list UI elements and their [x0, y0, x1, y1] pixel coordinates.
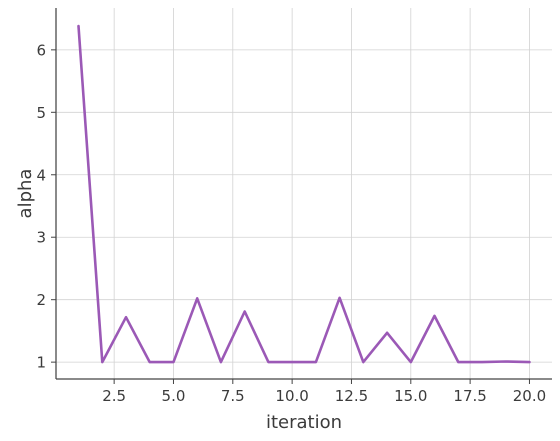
x-tick-label: 5.0	[162, 387, 186, 405]
y-axis-ticks: 1 2 3 4 5 6	[36, 41, 56, 372]
x-axis-ticks: 2.5 5.0 7.5 10.0 12.5 15.0 17.5 20.0	[102, 379, 546, 405]
series-line-0	[77, 24, 531, 364]
x-tick-label: 7.5	[221, 387, 245, 405]
y-tick-label: 3	[36, 229, 46, 247]
x-tick-label: 10.0	[275, 387, 308, 405]
y-tick-label: 2	[36, 291, 46, 309]
x-tick-label: 17.5	[453, 387, 486, 405]
series-group	[77, 24, 531, 364]
axes	[55, 8, 552, 380]
x-axis-title: iteration	[266, 412, 342, 433]
y-tick-label: 1	[36, 354, 46, 372]
y-tick-label: 4	[36, 166, 46, 184]
x-tick-label: 2.5	[102, 387, 126, 405]
y-tick-label: 5	[36, 104, 46, 122]
grid-lines	[56, 8, 552, 379]
x-tick-label: 15.0	[394, 387, 427, 405]
y-tick-label: 6	[36, 41, 46, 59]
x-tick-label: 20.0	[513, 387, 546, 405]
y-axis-title: alpha	[15, 169, 36, 219]
x-tick-label: 12.5	[335, 387, 368, 405]
